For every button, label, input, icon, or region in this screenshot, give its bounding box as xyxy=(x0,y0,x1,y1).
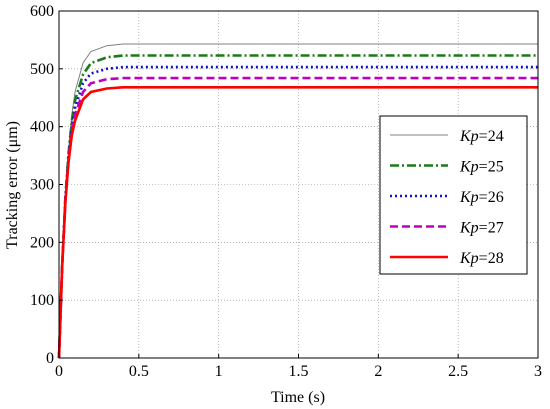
x-tick-label: 3 xyxy=(534,363,542,380)
series-line-5 xyxy=(57,86,538,359)
series-lines xyxy=(57,43,538,359)
x-tick-label: 1.5 xyxy=(289,363,309,380)
legend: Kp=24 Kp=25 Kp=26 Kp=27 Kp=28 xyxy=(379,115,528,275)
y-tick-label: 200 xyxy=(30,234,54,251)
legend-box xyxy=(379,115,528,275)
series-line-3 xyxy=(57,65,538,359)
ticks: 0 0.5 1 1.5 2 2.5 3 0 100 200 300 400 500 600 xyxy=(30,3,542,380)
y-axis-label: Tracking error (μm) xyxy=(4,121,21,249)
y-tick-label: 400 xyxy=(30,119,54,136)
x-tick-label: 2.5 xyxy=(448,363,468,380)
legend-label-4: Kp=27 xyxy=(459,220,504,237)
y-tick-label: 100 xyxy=(30,292,54,309)
legend-label-3: Kp=26 xyxy=(459,189,504,206)
y-tick-label: 600 xyxy=(30,3,54,20)
x-tick-label: 1 xyxy=(215,363,223,380)
x-tick-label: 2 xyxy=(374,363,382,380)
x-tick-label: 0.5 xyxy=(129,363,149,380)
y-tick-label: 300 xyxy=(30,177,54,194)
legend-label-1: Kp=24 xyxy=(459,128,504,145)
legend-label-5: Kp=28 xyxy=(459,250,504,267)
legend-label-2: Kp=25 xyxy=(459,159,504,176)
x-axis-label: Time (s) xyxy=(271,389,325,406)
x-tick-label: 0 xyxy=(55,363,63,380)
y-tick-label: 0 xyxy=(46,350,54,367)
y-tick-label: 500 xyxy=(30,61,54,78)
